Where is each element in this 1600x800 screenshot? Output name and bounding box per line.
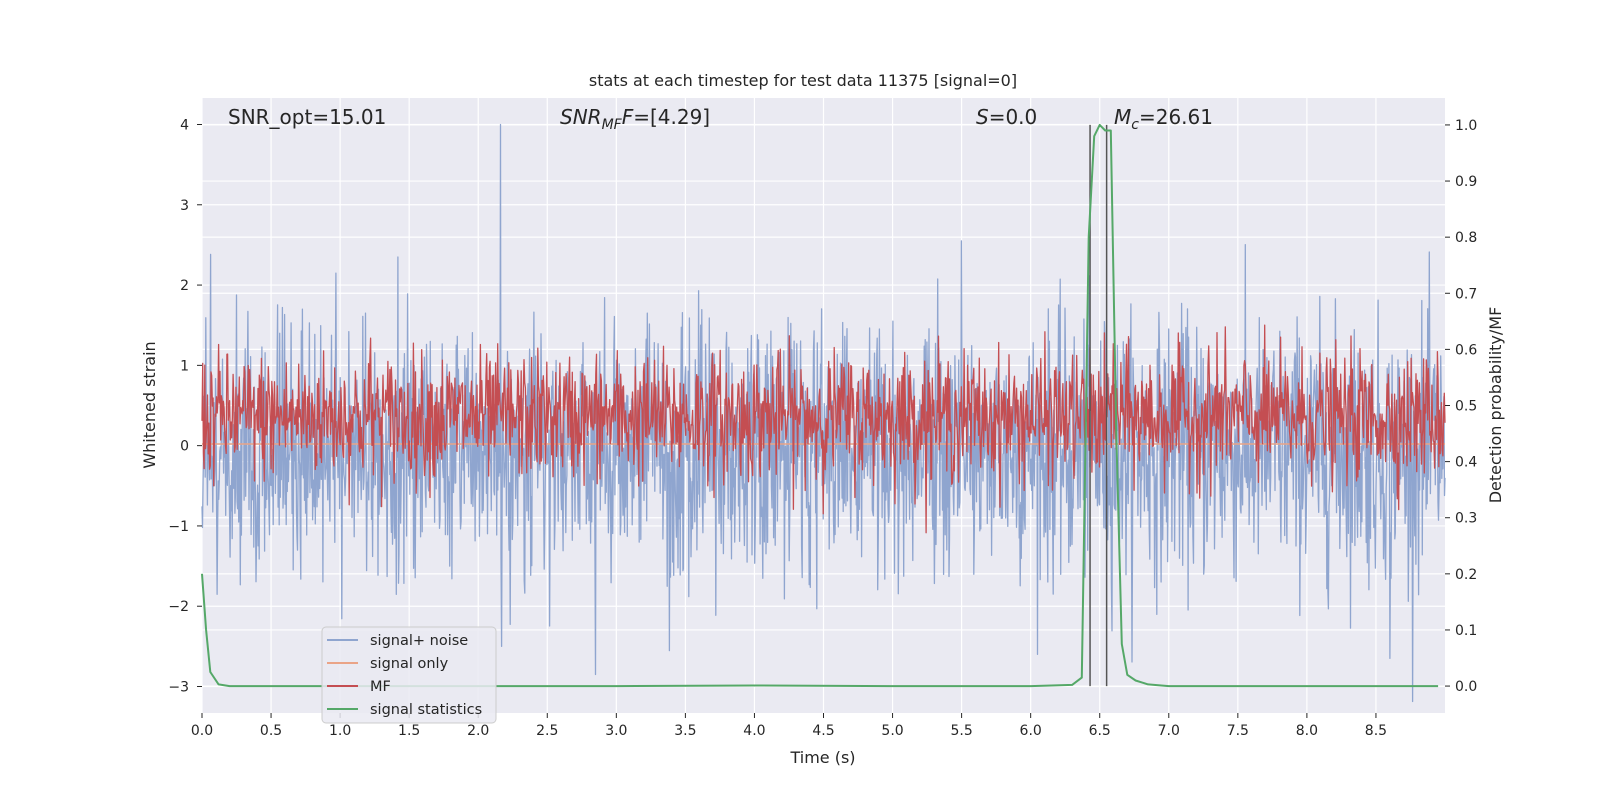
legend-label-signal-only: signal only [370,656,449,672]
y2-tick-label: 0.0 [1455,679,1477,695]
x-tick-label: 3.5 [674,723,696,739]
x-axis-label: Time (s) [789,748,855,767]
legend-label-mf: MF [370,679,391,695]
x-tick-label: 5.5 [950,723,972,739]
x-tick-label: 7.5 [1227,723,1249,739]
x-tick-label: 6.0 [1020,723,1042,739]
y-tick-label: 0 [180,439,189,455]
x-tick-label: 1.0 [329,723,351,739]
signal-statistics-series [201,123,1439,688]
legend-label-signal-noise: signal+ noise [370,633,468,649]
snr-mf-annotation: SNRMFF=[4.29] [560,105,710,133]
x-tick-label: 2.0 [467,723,489,739]
mc-annotation: Mc=26.61 [1114,105,1213,133]
s-annotation: S=0.0 [976,105,1037,129]
y-tick-label: 2 [180,278,189,294]
x-tick-label: 8.0 [1296,723,1318,739]
y2-tick-label: 0.7 [1455,286,1477,302]
signal-statistics-line [201,123,1439,688]
y2-tick-label: 0.6 [1455,342,1477,358]
y2-tick-label: 0.1 [1455,623,1477,639]
legend-box [321,626,497,724]
legend-label-signal-statistics: signal statistics [370,702,482,718]
y-tick-label: −1 [168,519,189,535]
x-tick-label: 1.5 [398,723,420,739]
y2-tick-label: 0.4 [1455,455,1477,471]
y2-tick-label: 0.5 [1455,399,1477,415]
x-tick-label: 6.5 [1089,723,1111,739]
y2-axis-label: Detection probability/MF [1486,307,1505,504]
y2-tick-label: 1.0 [1455,118,1477,134]
snr-opt-annotation: SNR_opt=15.01 [228,105,386,129]
y-tick-label: 1 [180,358,189,374]
mf-series [201,324,1446,534]
y2-tick-label: 0.8 [1455,230,1477,246]
x-tick-label: 0.5 [260,723,282,739]
y-tick-label: −2 [168,599,189,615]
axis-ticks: 0.0 0.5 1.0 1.5 2.0 2.5 3.0 3.5 4.0 4.5 5.0 5.5 6.0 6… [168,117,1477,739]
x-tick-label: 7.0 [1158,723,1180,739]
x-tick-label: 4.0 [743,723,765,739]
y-tick-label: 4 [180,117,189,133]
x-tick-label: 2.5 [536,723,558,739]
y2-tick-label: 0.9 [1455,174,1477,190]
y-axis-label: Whitened strain [140,341,159,468]
x-tick-label: 0.0 [191,723,213,739]
x-tick-label: 3.0 [605,723,627,739]
y-tick-label: 3 [180,198,189,214]
legend: signal+ noise signal only MF signal stat… [321,626,497,724]
mf-line [201,324,1446,534]
y2-tick-label: 0.2 [1455,567,1477,583]
x-tick-label: 5.0 [881,723,903,739]
y2-tick-label: 0.3 [1455,511,1477,527]
y-tick-label: −3 [168,680,189,696]
x-tick-label: 4.5 [812,723,834,739]
x-tick-label: 8.5 [1365,723,1387,739]
chart-title: stats at each timestep for test data 113… [589,71,1017,90]
